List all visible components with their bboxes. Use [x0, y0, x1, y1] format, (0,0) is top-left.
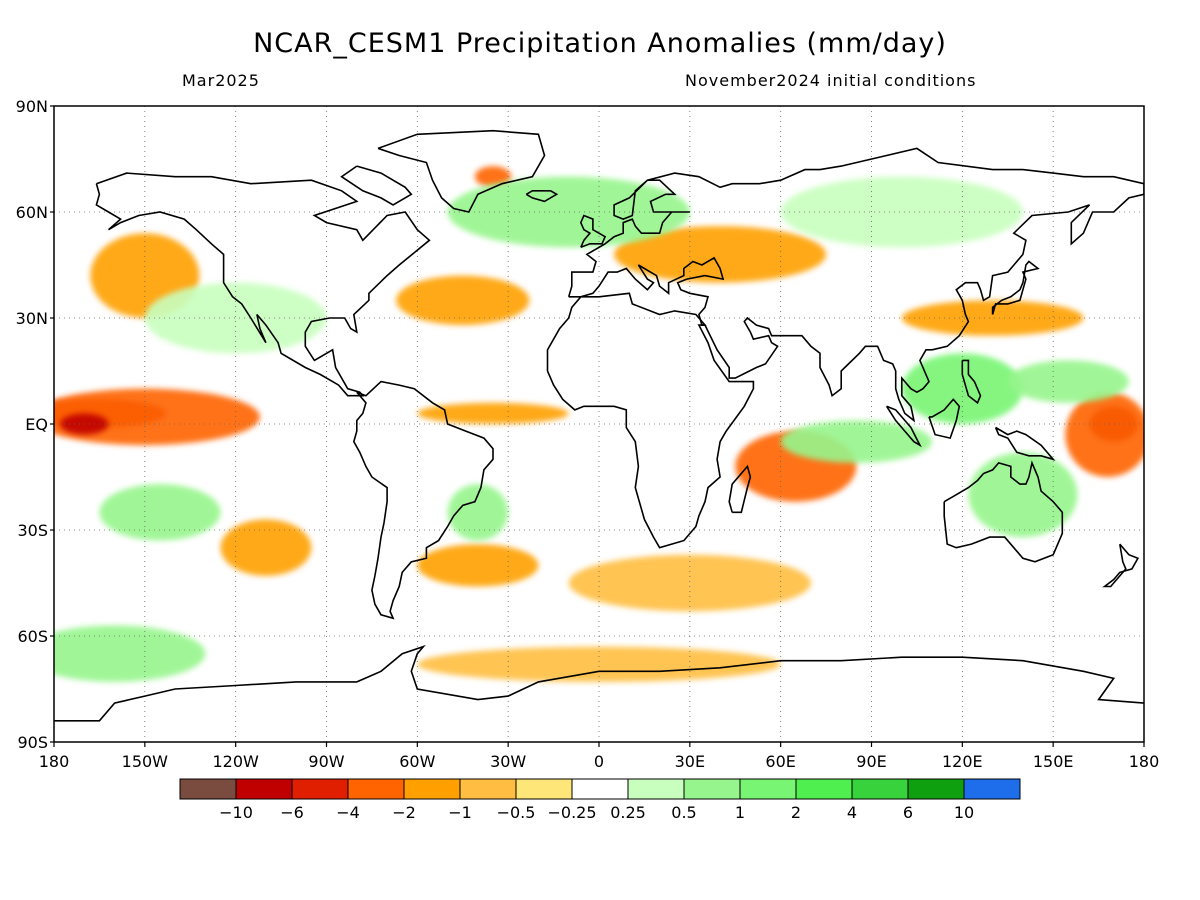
colorbar-label: 1	[735, 803, 745, 822]
anomaly-region-22	[99, 484, 221, 541]
grid-layer	[54, 106, 1144, 742]
anomaly-region-23	[447, 484, 509, 541]
lon-label: 120W	[212, 752, 259, 771]
coastline-antarctica-1	[54, 644, 1144, 722]
coastline-iceland	[525, 190, 559, 203]
colorbar-label: 6	[903, 803, 913, 822]
anomaly-region-4	[1065, 392, 1144, 477]
coastline-baffin	[340, 165, 413, 206]
lat-label: EQ	[25, 415, 48, 434]
coastline-philippines	[961, 359, 982, 405]
lon-label: 120E	[942, 752, 983, 771]
colorbar-swatch	[459, 778, 517, 800]
coastline-layer	[54, 129, 1144, 722]
colorbar-swatch	[347, 778, 405, 800]
coastline-new-guinea	[994, 426, 1056, 461]
coastline-sumatra	[885, 405, 922, 448]
lon-label: 0	[594, 752, 604, 771]
lon-label: 60E	[765, 752, 795, 771]
colorbar-label: −4	[336, 803, 360, 822]
coastline-madagascar	[728, 464, 752, 514]
valid-month-label: Mar2025	[182, 71, 260, 90]
colorbar-label: −0.25	[547, 803, 596, 822]
lon-label: 30W	[490, 752, 526, 771]
anomaly-region-21	[780, 176, 1023, 248]
coastline-australia	[943, 460, 1064, 563]
colorbar-swatch	[627, 778, 685, 800]
colorbar-swatch	[907, 778, 965, 800]
anomaly-region-9	[417, 402, 569, 424]
anomaly-region-25	[1007, 360, 1129, 403]
colorbar-swatch	[795, 778, 853, 800]
anomaly-region-18	[447, 176, 690, 248]
lon-label: 90E	[856, 752, 886, 771]
lon-label: 60W	[399, 752, 435, 771]
anomaly-region-7	[614, 226, 827, 283]
coastline-africa	[546, 292, 755, 549]
colorbar-swatch	[571, 778, 629, 800]
colorbar-label: −10	[219, 803, 253, 822]
coastline-japan	[991, 260, 1040, 315]
colorbar-swatch	[739, 778, 797, 800]
anomaly-region-20	[54, 625, 206, 682]
colorbar-label: 10	[954, 803, 974, 822]
coastline-borneo	[928, 398, 961, 440]
anomaly-region-14	[568, 554, 811, 612]
colorbar-label: 2	[791, 803, 801, 822]
colorbar-label: 4	[847, 803, 857, 822]
anomaly-region-11	[901, 300, 1084, 336]
lat-label: 30S	[17, 521, 48, 540]
colorbar-swatch	[515, 778, 573, 800]
colorbar: −10 −6 −4 −2 −1 −0.5 −0.25 0.25 0.5 1 2 4 6 10	[179, 778, 1021, 822]
lon-label: 150E	[1033, 752, 1074, 771]
lon-label: 150W	[122, 752, 169, 771]
lon-label: 180	[1129, 752, 1160, 771]
colorbar-swatch	[179, 778, 237, 800]
anomaly-field-layer	[54, 166, 1144, 682]
anomaly-region-12	[474, 166, 512, 188]
anomaly-region-10	[417, 544, 539, 587]
colorbar-label: −1	[448, 803, 472, 822]
colorbar-label: −0.5	[497, 803, 536, 822]
coastline-south-america	[352, 380, 494, 620]
anomaly-region-8	[396, 275, 530, 326]
colorbar-swatch	[683, 778, 741, 800]
anomaly-region-1	[54, 388, 260, 446]
anomaly-region-13	[220, 519, 312, 576]
lat-label: 90N	[16, 97, 48, 116]
colorbar-label: −6	[280, 803, 304, 822]
anomaly-region-24	[780, 420, 933, 463]
coastline-greenland	[377, 129, 546, 213]
lat-label: 60S	[17, 627, 48, 646]
colorbar-label: −2	[392, 803, 416, 822]
colorbar-label: 0.25	[610, 803, 646, 822]
colorbar-swatch	[403, 778, 461, 800]
colorbar-swatch	[963, 778, 1021, 800]
coastline-eurasia	[567, 147, 1144, 423]
colorbar-swatch	[851, 778, 909, 800]
anomaly-region-16	[901, 353, 1023, 424]
lon-label: 30E	[675, 752, 705, 771]
colorbar-swatch	[235, 778, 293, 800]
coastline-new-zealand	[1102, 543, 1140, 588]
anomaly-region-17	[968, 452, 1078, 538]
initial-conditions-label: November2024 initial conditions	[685, 71, 977, 90]
lon-label: 90W	[308, 752, 344, 771]
anomaly-region-19	[144, 282, 327, 354]
lon-label: 180	[39, 752, 70, 771]
lat-label: 60N	[16, 203, 48, 222]
map-title: NCAR_CESM1 Precipitation Anomalies (mm/d…	[253, 28, 947, 59]
anomaly-region-15	[417, 646, 781, 682]
colorbar-label: 0.5	[671, 803, 696, 822]
lat-label: 30N	[16, 309, 48, 328]
coastline-north-america	[95, 172, 431, 397]
colorbar-swatch	[291, 778, 349, 800]
lat-label: 90S	[17, 733, 48, 752]
coastline-uk	[579, 214, 607, 249]
